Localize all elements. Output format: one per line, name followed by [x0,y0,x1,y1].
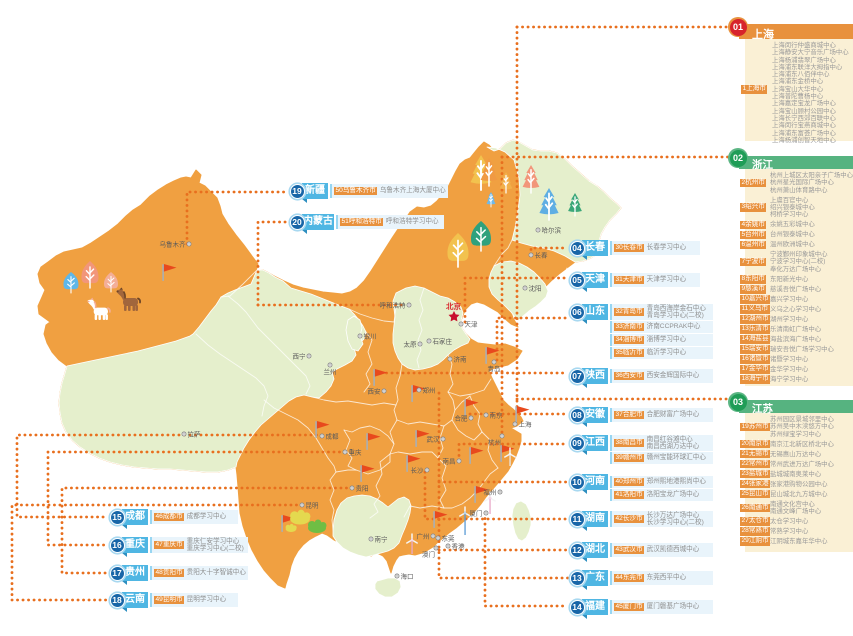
svg-text:石家庄: 石家庄 [433,336,453,345]
svg-text:太原: 太原 [404,339,418,348]
svg-text:呼和浩特: 呼和浩特 [380,300,407,309]
svg-text:昆明: 昆明 [306,501,320,509]
svg-text:杭州: 杭州 [488,438,501,447]
svg-text:南昌: 南昌 [443,456,456,465]
svg-text:海口: 海口 [401,571,414,580]
svg-text:香港: 香港 [452,541,466,550]
svg-text:长沙: 长沙 [411,465,425,474]
svg-text:郑州: 郑州 [423,386,436,394]
svg-text:长春: 长春 [535,250,549,259]
svg-text:哈尔滨: 哈尔滨 [542,225,562,234]
svg-text:福州: 福州 [484,487,497,496]
svg-text:重庆: 重庆 [349,447,363,456]
svg-text:武汉: 武汉 [427,434,441,443]
svg-text:北京: 北京 [446,301,461,311]
svg-text:拉萨: 拉萨 [188,429,202,438]
svg-text:厦门: 厦门 [470,508,483,517]
svg-text:贵阳: 贵阳 [356,483,369,492]
svg-text:上海: 上海 [519,419,533,428]
svg-text:兰州: 兰州 [324,367,337,376]
svg-text:天津: 天津 [465,320,479,328]
svg-text:西安: 西安 [368,386,382,395]
svg-text:西宁: 西宁 [293,351,307,360]
svg-text:成都: 成都 [326,431,340,440]
svg-text:乌鲁木齐: 乌鲁木齐 [160,239,187,248]
svg-text:沈阳: 沈阳 [529,283,542,292]
svg-text:合肥: 合肥 [455,413,469,422]
svg-text:南宁: 南宁 [375,534,389,543]
svg-text:澳门: 澳门 [422,550,435,559]
svg-text:东莞: 东莞 [442,533,456,542]
svg-text:济南: 济南 [454,354,468,363]
svg-text:银川: 银川 [364,331,377,340]
svg-text:南京: 南京 [490,410,504,419]
svg-text:广州: 广州 [417,531,430,540]
svg-text:青岛: 青岛 [488,364,501,373]
